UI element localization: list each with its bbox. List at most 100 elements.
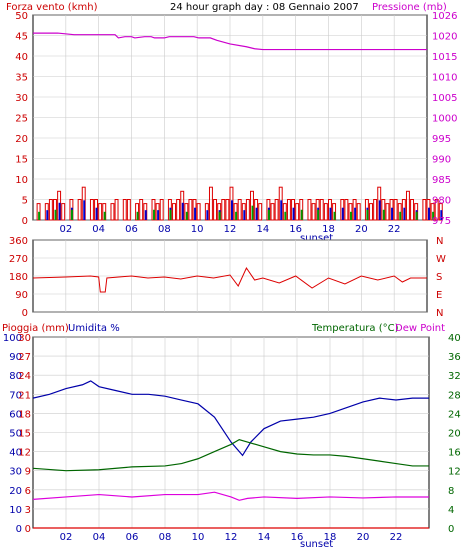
wind-bar: [77, 199, 82, 221]
compass-tick-label: N: [436, 236, 443, 247]
wind-gust-bar: [54, 209, 57, 220]
wind-tick-label: 20: [15, 134, 28, 145]
temperature-tick-label: 28: [448, 390, 461, 401]
wind-gust-bar: [103, 211, 106, 220]
x-tick-label: 20: [357, 532, 370, 543]
humidity-tick-label: 10: [9, 505, 22, 516]
wind-gust-bar: [267, 209, 270, 220]
wind-bar: [221, 199, 226, 221]
wind-bar: [126, 199, 131, 221]
x-tick-label: 20: [355, 224, 368, 235]
wind-axis-title: Forza vento (kmh): [6, 2, 98, 13]
wind-average-bar: [428, 207, 430, 220]
wind-bar: [98, 203, 103, 221]
wind-bar: [258, 203, 263, 221]
pressure-tick-label: 995: [432, 134, 451, 145]
x-tick-label: 10: [192, 532, 205, 543]
wind-tick-label: 5: [22, 196, 28, 207]
x-tick-label: 04: [92, 224, 105, 235]
rain-tick-label: 24: [18, 371, 31, 382]
humidity-axis-title: Umidita %: [68, 323, 120, 334]
wind-tick-label: 10: [15, 175, 28, 186]
wind-gust-bar: [70, 209, 73, 220]
rain-tick-label: 9: [25, 467, 31, 478]
wind-bar: [172, 203, 176, 221]
wind-average-bar: [243, 210, 246, 220]
wind-bar: [356, 203, 361, 221]
wind-gust-bar: [169, 209, 172, 220]
humidity-tick-label: 30: [9, 467, 22, 478]
x-tick-label: 02: [59, 224, 72, 235]
wind-bar: [89, 199, 94, 221]
wind-bar: [213, 199, 218, 221]
x-tick-label: 02: [60, 532, 73, 543]
wind-gust-bar: [300, 209, 303, 220]
x-tick-label: 18: [324, 532, 337, 543]
dew-point-line: [32, 491, 429, 501]
direction-tick-label: 0: [22, 308, 28, 319]
pressure-line: [33, 32, 427, 51]
wind-bar: [225, 199, 230, 221]
temperature-tick-label: 36: [448, 352, 461, 363]
x-tick-label: 14: [256, 224, 269, 235]
wind-tick-label: 50: [15, 11, 28, 22]
temperature-tick-label: 32: [448, 371, 461, 382]
wind-gust-bar: [432, 211, 435, 220]
rain-tick-label: 21: [18, 390, 31, 401]
wind-average-bar: [144, 210, 147, 220]
wind-bar: [114, 199, 119, 221]
temperature-tick-label: 8: [448, 486, 454, 497]
compass-tick-label: N: [436, 308, 443, 319]
wind-bar: [208, 186, 213, 221]
wind-gust-bar: [218, 211, 221, 220]
wind-bar: [245, 199, 250, 221]
wind-gust-bar: [415, 211, 418, 220]
wind-average-bar: [255, 207, 258, 220]
wind-bar: [176, 199, 181, 221]
wind-gust-bar: [317, 209, 320, 220]
wind-average-bar: [58, 202, 61, 220]
wind-pressure-panel: 0510152025303540455097598098599099510001…: [6, 2, 457, 244]
x-tick-label: 22: [388, 224, 401, 235]
compass-tick-label: W: [436, 254, 446, 265]
wind-average-bar: [194, 207, 197, 220]
direction-tick-label: 180: [9, 272, 28, 283]
x-tick-label: 16: [291, 532, 304, 543]
x-tick-label: 06: [126, 532, 139, 543]
wind-gust-bar: [382, 209, 385, 220]
wind-average-bar: [181, 202, 184, 220]
wind-bar: [159, 199, 164, 221]
rain-tick-label: 3: [25, 505, 31, 516]
temperature-tick-label: 40: [448, 333, 461, 344]
compass-tick-label: E: [436, 290, 442, 301]
x-tick-label: 08: [158, 224, 171, 235]
temperature-tick-label: 0: [448, 524, 454, 535]
x-tick-label: 14: [258, 532, 271, 543]
wind-bar: [385, 203, 390, 221]
x-tick-label: 18: [322, 224, 335, 235]
rain-tick-label: 27: [18, 352, 31, 363]
pressure-tick-label: 1026: [432, 11, 457, 22]
wind-bar: [369, 203, 373, 221]
wind-average-bar: [378, 200, 381, 220]
humidity-tick-label: 70: [9, 390, 22, 401]
direction-tick-label: 360: [9, 236, 28, 247]
x-tick-label: 16: [289, 224, 302, 235]
wind-bar: [139, 199, 144, 221]
x-tick-label: 12: [224, 224, 237, 235]
compass-tick-label: S: [436, 272, 442, 283]
direction-tick-label: 270: [9, 254, 28, 265]
wind-bar: [311, 203, 316, 221]
wind-tick-label: 40: [15, 52, 28, 63]
temperature-tick-label: 20: [448, 429, 461, 440]
humidity-tick-label: 0: [16, 524, 22, 535]
humidity-tick-label: 20: [9, 486, 22, 497]
x-tick-label: 04: [93, 532, 106, 543]
rain-tick-label: 30: [18, 333, 31, 344]
wind-average-bar: [329, 207, 332, 220]
wind-average-bar: [341, 207, 344, 220]
wind-bar: [110, 203, 115, 221]
wind-bar: [237, 199, 242, 221]
